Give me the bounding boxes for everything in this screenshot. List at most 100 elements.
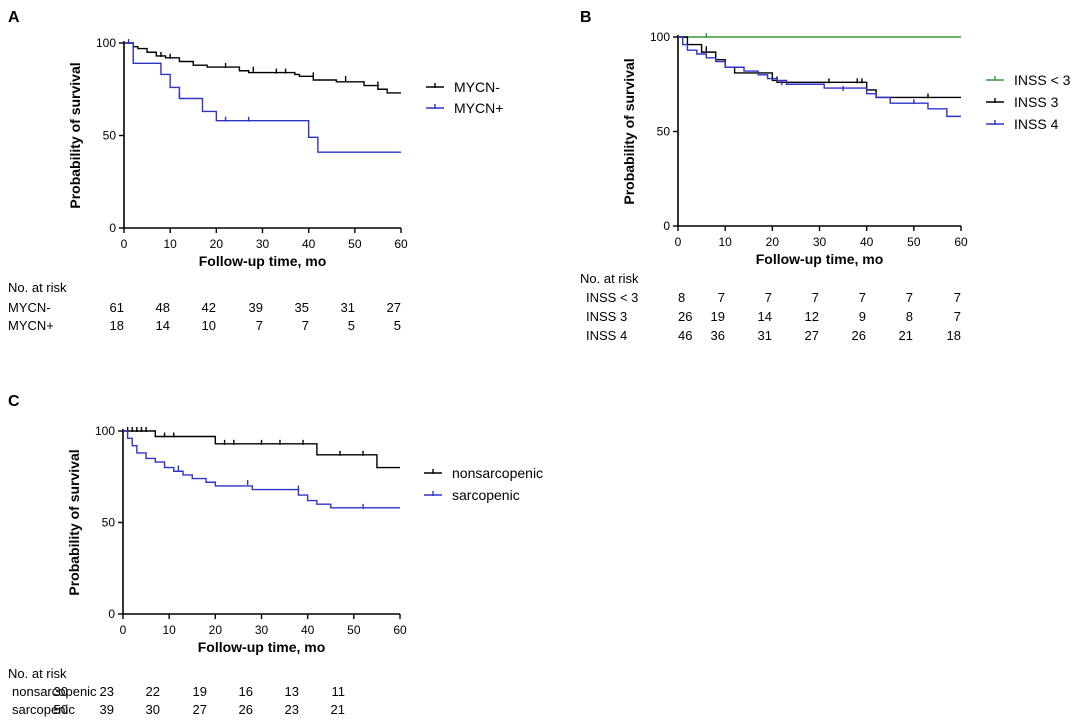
x-tick-label: 60 [393,623,407,637]
risk-row-label: sarcopenic [12,702,75,717]
y-axis-title: Probability of survival [621,58,637,204]
risk-value: 31 [341,300,355,315]
x-axis-title: Follow-up time, mo [198,639,326,655]
y-tick-label: 0 [108,607,115,621]
x-tick-label: 60 [394,237,408,251]
risk-value: 46 [678,328,692,343]
risk-value: 5 [348,318,355,333]
panel-letter: A [8,9,20,26]
risk-value: 16 [239,684,253,699]
risk-table-header: No. at risk [8,280,67,295]
x-tick-label: 20 [766,235,780,249]
x-tick-label: 10 [163,237,177,251]
panel-b: B 0 10 20 30 40 50 60 0 50 100 Follow-up time, mo Pr… [580,9,1071,343]
panel-letter: B [580,9,592,26]
y-axis-title: Probability of survival [67,62,83,208]
legend-label: sarcopenic [452,487,520,503]
risk-table-header: No. at risk [8,666,67,681]
risk-value: 27 [805,328,819,343]
risk-value: 21 [899,328,913,343]
risk-value: 7 [718,290,725,305]
y-tick-label: 50 [657,125,671,139]
x-tick-label: 50 [347,623,361,637]
x-tick-label: 40 [302,237,316,251]
risk-value: 7 [302,318,309,333]
x-axis-title: Follow-up time, mo [199,253,327,269]
risk-value: 18 [110,318,124,333]
panel-letter: C [8,393,20,410]
risk-value: 11 [332,684,346,699]
risk-row-label: INSS 3 [586,309,627,324]
legend-label: MYCN+ [454,100,503,116]
risk-value: 18 [947,328,961,343]
x-tick-label: 30 [813,235,827,249]
risk-value: 27 [387,300,401,315]
risk-value: 23 [285,702,299,717]
x-tick-label: 0 [121,237,128,251]
legend-label: INSS 3 [1014,94,1059,110]
x-tick-label: 0 [120,623,127,637]
risk-value: 19 [193,684,207,699]
x-axis-title: Follow-up time, mo [756,251,884,267]
x-tick-label: 40 [860,235,874,249]
risk-value: 14 [156,318,170,333]
survival-curve-mycn- [124,42,401,94]
x-tick-label: 20 [209,623,223,637]
risk-value: 12 [805,309,819,324]
y-tick-label: 100 [96,36,116,50]
survival-curve-nonsarcopenic [123,430,400,469]
risk-value: 42 [202,300,216,315]
risk-value: 5 [394,318,401,333]
risk-value: 39 [249,300,263,315]
risk-value: 8 [906,309,913,324]
x-tick-label: 30 [256,237,270,251]
risk-value: 50 [54,702,68,717]
risk-value: 7 [765,290,772,305]
x-tick-label: 60 [954,235,968,249]
y-tick-label: 50 [102,516,116,530]
survival-curve-inss-3 [678,36,961,99]
x-tick-label: 50 [348,237,362,251]
risk-value: 26 [678,309,692,324]
risk-row-label: INSS < 3 [586,290,638,305]
risk-value: 31 [758,328,772,343]
risk-value: 7 [954,290,961,305]
x-tick-label: 50 [907,235,921,249]
x-tick-label: 10 [718,235,732,249]
risk-row-label: nonsarcopenic [12,684,97,699]
y-axis-title: Probability of survival [66,449,82,595]
risk-value: 7 [812,290,819,305]
legend-label: INSS < 3 [1014,72,1071,88]
risk-value: 30 [54,684,68,699]
risk-row-label: INSS 4 [586,328,627,343]
legend-label: nonsarcopenic [452,465,543,481]
risk-value: 39 [100,702,114,717]
y-tick-label: 100 [650,30,670,44]
risk-row-label: MYCN- [8,300,51,315]
risk-value: 14 [758,309,772,324]
risk-value: 9 [859,309,866,324]
x-tick-label: 0 [675,235,682,249]
risk-value: 48 [156,300,170,315]
legend-label: INSS 4 [1014,116,1059,132]
risk-value: 61 [110,300,124,315]
survival-curve-inss-4 [678,36,961,118]
x-tick-label: 20 [210,237,224,251]
risk-value: 26 [239,702,253,717]
survival-curve-mycn- [124,42,401,153]
legend-label: MYCN- [454,79,500,95]
risk-value: 21 [331,702,345,717]
y-tick-label: 0 [109,221,116,235]
risk-value: 7 [906,290,913,305]
risk-value: 35 [295,300,309,315]
risk-value: 8 [678,290,685,305]
risk-value: 30 [146,702,160,717]
risk-value: 10 [202,318,216,333]
survival-curve-sarcopenic [123,430,400,509]
risk-value: 26 [852,328,866,343]
panel-a: A 0 10 20 30 40 50 60 0 50 100 Follow-up time, mo Pr… [8,9,503,333]
risk-value: 22 [146,684,160,699]
risk-value: 27 [193,702,207,717]
y-tick-label: 50 [103,129,117,143]
